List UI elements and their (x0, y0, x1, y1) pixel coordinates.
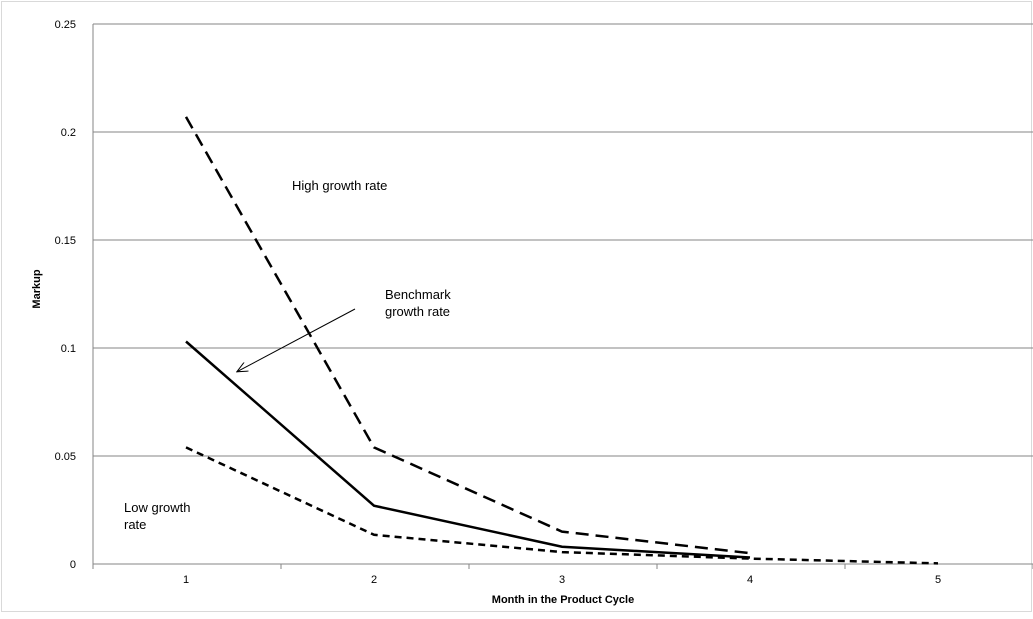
annotation-low-growth-line2: rate (124, 517, 146, 532)
tick-labels: 0 0.05 0.1 0.15 0.2 0.25 1 2 3 4 5 (55, 19, 1033, 586)
y-tick-label: 0.15 (55, 235, 76, 247)
x-tick-label: 3 (559, 574, 565, 586)
y-tick-label: 0.1 (61, 343, 76, 355)
x-axis-title: Month in the Product Cycle (492, 594, 634, 606)
y-axis-title: Markup (31, 269, 43, 308)
axes (92, 24, 1033, 565)
x-tick-label: 4 (747, 574, 753, 586)
annotation-benchmark-line2: growth rate (385, 304, 450, 319)
series-line-solid (185, 340, 751, 559)
series-line-short-dash (185, 446, 939, 565)
gridlines (93, 23, 1033, 457)
annotation-high-growth: High growth rate (292, 178, 387, 193)
series-lines (184, 116, 939, 565)
benchmark-arrow (237, 308, 356, 372)
x-tick-label: 2 (371, 574, 377, 586)
annotation-benchmark-line1: Benchmark (385, 287, 451, 302)
y-tick-label: 0.2 (61, 127, 76, 139)
x-tick-label: 5 (935, 574, 941, 586)
x-tick-label: 1 (183, 574, 189, 586)
series-line-long-dash (184, 116, 751, 555)
annotation-low-growth-line1: Low growth (124, 500, 190, 515)
y-tick-label: 0.25 (55, 19, 76, 31)
y-tick-label: 0.05 (55, 451, 76, 463)
y-tick-label: 0 (70, 559, 76, 571)
